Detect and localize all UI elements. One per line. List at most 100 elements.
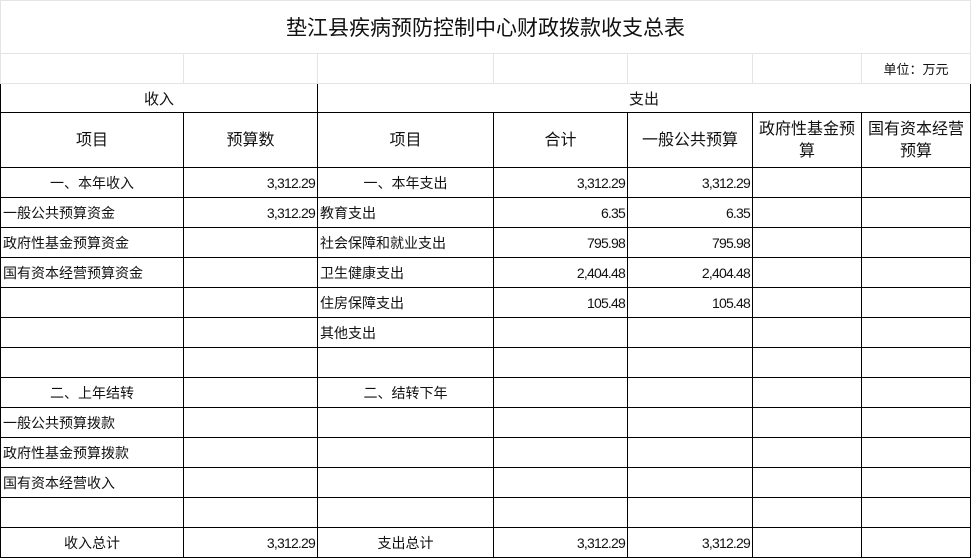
- income-item: 政府性基金预算资金: [0, 227, 184, 258]
- cell: [0, 53, 184, 84]
- gov-fund-header: 政府性基金预算: [752, 112, 862, 168]
- state-capital-budget: [860, 467, 971, 498]
- income-budget-header: 预算数: [183, 112, 318, 168]
- income-item: 一、本年收入: [0, 167, 184, 198]
- income-item: 收入总计: [0, 527, 184, 558]
- gov-fund-budget: [752, 197, 862, 228]
- gov-fund-budget: [752, 437, 862, 468]
- state-capital-budget: [860, 227, 971, 258]
- table-row: 政府性基金预算资金 社会保障和就业支出 795.98 795.98: [0, 227, 971, 258]
- expense-total: 2,404.48: [493, 257, 628, 288]
- gov-fund-budget: [752, 347, 862, 378]
- income-item: [0, 497, 184, 528]
- general-budget: [627, 347, 753, 378]
- expense-item: [317, 437, 494, 468]
- income-item: 二、上年结转: [0, 377, 184, 408]
- general-budget: 105.48: [627, 287, 753, 318]
- table-row: [0, 347, 971, 378]
- income-item: 国有资本经营预算资金: [0, 257, 184, 288]
- general-budget: [627, 497, 753, 528]
- income-item: 一般公共预算拨款: [0, 407, 184, 438]
- state-capital-budget: [860, 437, 971, 468]
- general-budget: 795.98: [627, 227, 753, 258]
- gov-fund-budget: [752, 407, 862, 438]
- gov-fund-budget: [752, 287, 862, 318]
- general-budget: [627, 407, 753, 438]
- state-capital-budget: [860, 257, 971, 288]
- expense-total: 795.98: [493, 227, 628, 258]
- income-budget: [183, 287, 318, 318]
- gov-fund-budget: [752, 167, 862, 198]
- expense-total: [493, 317, 628, 348]
- expense-total: 6.35: [493, 197, 628, 228]
- income-item: [0, 317, 184, 348]
- expense-item: 住房保障支出: [317, 287, 494, 318]
- table-row: 二、上年结转 二、结转下年: [0, 377, 971, 408]
- gov-fund-budget: [752, 497, 862, 528]
- income-budget: [183, 377, 318, 408]
- table-row: 一般公共预算拨款: [0, 407, 971, 438]
- gov-fund-budget: [752, 527, 862, 558]
- state-capital-budget: [860, 497, 971, 528]
- income-item: 一般公共预算资金: [0, 197, 184, 228]
- gov-fund-budget: [752, 317, 862, 348]
- table-row: 一、本年收入 3,312.29 一、本年支出 3,312.29 3,312.29: [0, 167, 971, 198]
- state-capital-budget: [860, 287, 971, 318]
- cell: [627, 53, 753, 84]
- income-item: 国有资本经营收入: [0, 467, 184, 498]
- gov-fund-budget: [752, 377, 862, 408]
- expense-item: [317, 467, 494, 498]
- general-budget: [627, 317, 753, 348]
- income-item: [0, 287, 184, 318]
- table-row: 收入总计 3,312.29 支出总计 3,312.29 3,312.29: [0, 527, 971, 558]
- gov-fund-budget: [752, 227, 862, 258]
- income-budget: [183, 317, 318, 348]
- expense-item: 二、结转下年: [317, 377, 494, 408]
- general-budget: [627, 437, 753, 468]
- general-budget-header: 一般公共预算: [627, 112, 753, 168]
- expense-item: 教育支出: [317, 197, 494, 228]
- expense-total: [493, 407, 628, 438]
- income-item: [0, 347, 184, 378]
- expense-item: 卫生健康支出: [317, 257, 494, 288]
- income-budget: [183, 347, 318, 378]
- state-capital-budget: [860, 317, 971, 348]
- state-capital-budget: [860, 197, 971, 228]
- unit-label: 单位：万元: [860, 53, 971, 84]
- state-capital-budget: [860, 407, 971, 438]
- general-budget: 3,312.29: [627, 167, 753, 198]
- expense-total: 105.48: [493, 287, 628, 318]
- cell: [183, 53, 318, 84]
- income-budget: [183, 257, 318, 288]
- general-budget: [627, 377, 753, 408]
- gov-fund-budget: [752, 257, 862, 288]
- income-budget: [183, 437, 318, 468]
- expense-total: 3,312.29: [493, 167, 628, 198]
- gov-fund-budget: [752, 467, 862, 498]
- state-capital-budget: [860, 377, 971, 408]
- general-budget: 2,404.48: [627, 257, 753, 288]
- general-budget: 6.35: [627, 197, 753, 228]
- expense-item: 社会保障和就业支出: [317, 227, 494, 258]
- table-row: 一般公共预算资金 3,312.29 教育支出 6.35 6.35: [0, 197, 971, 228]
- income-budget: 3,312.29: [183, 527, 318, 558]
- income-budget: 3,312.29: [183, 167, 318, 198]
- table-row: [0, 497, 971, 528]
- table-row: 其他支出: [0, 317, 971, 348]
- state-capital-header: 国有资本经营预算: [860, 112, 971, 168]
- page-title: 垫江县疾病预防控制中心财政拨款收支总表: [0, 0, 971, 54]
- expense-item-header: 项目: [317, 112, 494, 168]
- state-capital-budget: [860, 347, 971, 378]
- expense-item: 一、本年支出: [317, 167, 494, 198]
- cell: [752, 53, 862, 84]
- table-row: 住房保障支出 105.48 105.48: [0, 287, 971, 318]
- expense-total: [493, 377, 628, 408]
- cell: [317, 53, 494, 84]
- table-row: 政府性基金预算拨款: [0, 437, 971, 468]
- expense-item: [317, 497, 494, 528]
- table-row: 国有资本经营预算资金 卫生健康支出 2,404.48 2,404.48: [0, 257, 971, 288]
- income-budget: [183, 497, 318, 528]
- income-budget: [183, 227, 318, 258]
- expense-header: 支出: [316, 83, 971, 113]
